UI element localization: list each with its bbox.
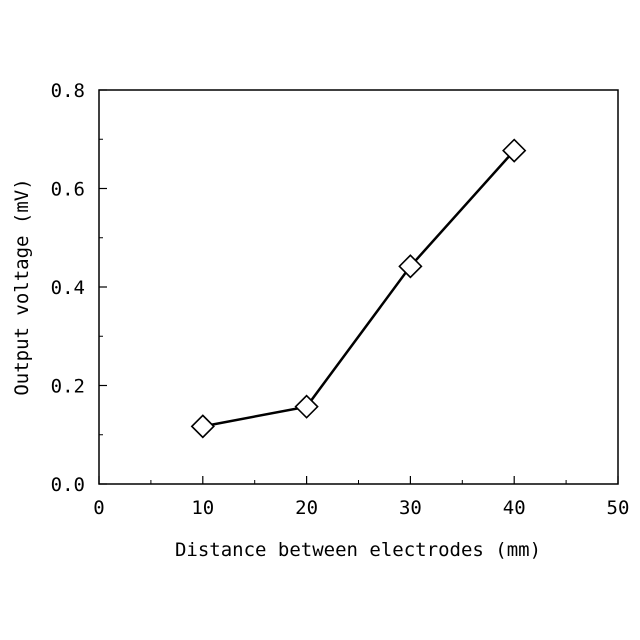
x-tick-label: 30	[399, 497, 422, 519]
x-tick-label: 10	[191, 497, 214, 519]
x-axis-title: Distance between electrodes (mm)	[175, 539, 541, 561]
y-tick-label: 0.6	[51, 179, 85, 201]
x-tick-label: 0	[93, 497, 104, 519]
y-tick-label: 0.2	[51, 376, 85, 398]
x-tick-label: 50	[607, 497, 630, 519]
y-tick-label: 0.4	[51, 277, 85, 299]
plot-frame	[99, 90, 618, 484]
y-tick-label: 0.0	[51, 474, 85, 496]
y-axis-title: Output voltage (mV)	[11, 178, 33, 395]
x-tick-label: 40	[503, 497, 526, 519]
y-tick-label: 0.8	[51, 80, 85, 102]
x-tick-label: 20	[295, 497, 318, 519]
